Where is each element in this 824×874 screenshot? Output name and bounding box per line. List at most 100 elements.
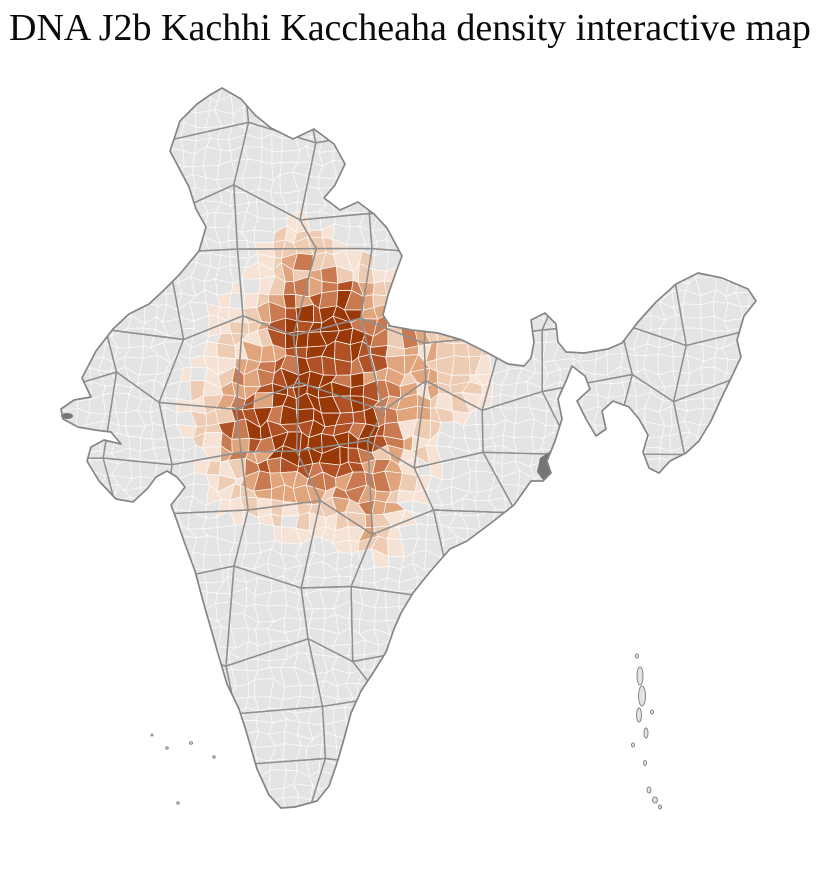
island	[646, 786, 652, 794]
district-cell[interactable]	[569, 386, 585, 397]
district-cell[interactable]	[336, 178, 351, 189]
district-cell[interactable]	[387, 640, 403, 661]
district-cell[interactable]	[47, 418, 65, 441]
district-cell[interactable]	[672, 370, 691, 387]
island	[631, 742, 635, 748]
island	[150, 733, 154, 737]
island	[658, 804, 662, 810]
district-cell[interactable]	[345, 511, 367, 528]
district-cell[interactable]	[361, 567, 376, 584]
district-cell[interactable]	[513, 436, 535, 454]
india-map-svg[interactable]	[0, 52, 824, 874]
district-cell[interactable]	[570, 368, 585, 389]
district-cell[interactable]	[130, 496, 146, 518]
district-cell[interactable]	[566, 418, 588, 439]
district-cell[interactable]	[253, 229, 276, 244]
district-cell[interactable]	[202, 554, 223, 571]
district-cell[interactable]	[453, 342, 470, 358]
island	[638, 685, 646, 707]
district-cell[interactable]	[416, 523, 428, 541]
district-cell[interactable]	[715, 409, 730, 423]
district-cell[interactable]	[658, 457, 676, 479]
district-cell[interactable]	[422, 318, 439, 333]
island	[212, 755, 216, 759]
district-cell[interactable]	[176, 240, 198, 258]
country-outline	[60, 87, 757, 809]
island	[636, 707, 642, 723]
district-cell[interactable]	[73, 433, 91, 452]
district-cell[interactable]	[127, 327, 144, 349]
district-cell[interactable]	[241, 278, 261, 294]
district-cell[interactable]	[281, 149, 300, 163]
district-cell[interactable]	[165, 262, 181, 284]
district-cell[interactable]	[671, 265, 690, 284]
district-cell[interactable]	[149, 277, 167, 296]
island	[165, 746, 169, 750]
island	[635, 653, 639, 659]
district-cell[interactable]	[386, 292, 404, 305]
district-cell[interactable]	[331, 186, 347, 206]
page-title: DNA J2b Kachhi Kaccheaha density interac…	[9, 7, 811, 49]
state-border-cell	[365, 131, 440, 217]
district-cell[interactable]	[515, 484, 531, 506]
district-cell[interactable]	[192, 551, 205, 571]
district-cell[interactable]	[305, 743, 323, 760]
district-layer[interactable]	[47, 83, 769, 816]
district-cell[interactable]	[646, 277, 666, 298]
district-cell[interactable]	[682, 316, 702, 329]
district-cell[interactable]	[61, 385, 78, 402]
district-cell[interactable]	[747, 306, 769, 324]
district-cell[interactable]	[203, 656, 221, 675]
state-border-cell	[242, 757, 327, 808]
district-cell[interactable]	[578, 347, 598, 362]
district-cell[interactable]	[416, 405, 432, 421]
district-cell[interactable]	[543, 305, 561, 320]
district-cell[interactable]	[742, 316, 756, 332]
district-cell[interactable]	[228, 321, 249, 335]
district-cell[interactable]	[682, 303, 702, 319]
state-border-cell	[423, 252, 504, 344]
district-cell[interactable]	[318, 177, 338, 190]
district-cell[interactable]	[682, 446, 703, 462]
kutch-marsh-mark	[61, 413, 73, 419]
district-cell[interactable]	[242, 292, 260, 310]
district-cell[interactable]	[700, 366, 716, 386]
district-cell[interactable]	[202, 146, 222, 167]
district-cell[interactable]	[545, 328, 562, 343]
district-cell[interactable]	[488, 340, 509, 357]
india-density-map[interactable]	[0, 52, 824, 874]
island	[188, 741, 194, 745]
district-cell[interactable]	[331, 132, 354, 152]
district-cell[interactable]	[659, 470, 676, 493]
district-cell[interactable]	[700, 301, 715, 319]
district-cell[interactable]	[320, 265, 339, 284]
district-cell[interactable]	[244, 658, 259, 671]
island	[176, 801, 180, 805]
district-cell[interactable]	[307, 561, 326, 579]
island	[636, 666, 644, 686]
district-cell[interactable]	[282, 281, 296, 296]
district-cell[interactable]	[271, 150, 283, 164]
district-cell[interactable]	[216, 342, 237, 360]
district-cell[interactable]	[724, 302, 744, 322]
district-cell[interactable]	[241, 772, 262, 791]
district-cell[interactable]	[398, 472, 419, 493]
district-cell[interactable]	[374, 607, 388, 623]
district-cell[interactable]	[270, 499, 284, 517]
island	[650, 709, 654, 715]
district-cell[interactable]	[363, 294, 374, 311]
district-cell[interactable]	[451, 355, 471, 376]
district-cell[interactable]	[189, 366, 208, 382]
island	[652, 796, 658, 804]
district-cell[interactable]	[383, 280, 404, 297]
district-cell[interactable]	[357, 696, 377, 710]
district-cell[interactable]	[669, 460, 692, 479]
district-cell[interactable]	[352, 410, 367, 425]
district-cell[interactable]	[644, 470, 664, 490]
district-cell[interactable]	[258, 523, 276, 544]
island	[643, 760, 647, 766]
district-cell[interactable]	[139, 487, 158, 503]
district-cell[interactable]	[268, 769, 287, 791]
district-cell[interactable]	[282, 294, 297, 309]
